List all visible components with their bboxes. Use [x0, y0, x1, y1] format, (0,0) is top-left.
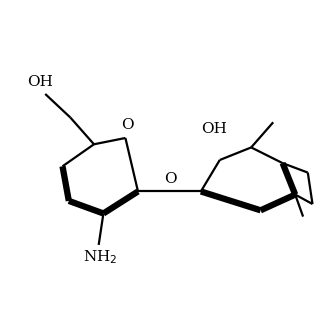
- Polygon shape: [60, 166, 72, 202]
- Text: OH: OH: [201, 123, 227, 136]
- Text: OH: OH: [28, 75, 53, 89]
- Text: O: O: [121, 118, 133, 132]
- Text: O: O: [164, 172, 177, 186]
- Polygon shape: [259, 192, 297, 213]
- Polygon shape: [102, 189, 140, 216]
- Polygon shape: [200, 188, 261, 213]
- Text: NH$_2$: NH$_2$: [83, 248, 117, 266]
- Polygon shape: [280, 162, 298, 196]
- Polygon shape: [68, 198, 104, 216]
